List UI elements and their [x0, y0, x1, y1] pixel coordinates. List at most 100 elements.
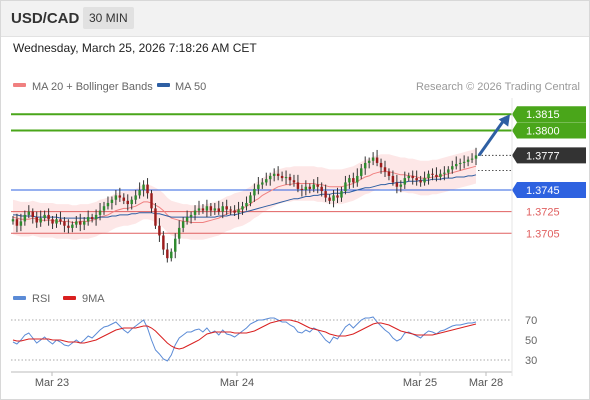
x-tick-label: Mar 25	[403, 377, 437, 389]
candle	[320, 182, 323, 197]
candle-body	[35, 217, 38, 223]
ma20-line	[12, 165, 477, 223]
candle	[470, 153, 474, 163]
candle-body	[257, 184, 260, 189]
candle	[51, 215, 54, 229]
candle-body	[43, 214, 46, 219]
candle	[344, 175, 347, 195]
candle	[415, 170, 418, 186]
candle	[225, 199, 228, 215]
candle-body	[162, 235, 165, 250]
candle	[348, 174, 351, 189]
candle-body	[375, 157, 379, 163]
candle	[181, 217, 185, 233]
candle	[185, 210, 189, 225]
x-axis: Mar 23 Mar 24 Mar 25 Mar 28	[11, 98, 513, 389]
candle	[312, 179, 315, 193]
candle	[253, 183, 256, 202]
candle-body	[344, 182, 347, 192]
candle-body	[383, 167, 387, 172]
candle	[288, 173, 292, 186]
candle	[336, 187, 339, 203]
candle-body	[462, 161, 466, 163]
candle-body	[407, 175, 410, 179]
candle	[395, 174, 399, 194]
candle	[142, 180, 145, 197]
candle-body	[189, 214, 193, 218]
candle	[43, 210, 46, 222]
candle-body	[114, 195, 118, 200]
candle-body	[217, 208, 221, 212]
candle	[229, 206, 232, 215]
candle	[23, 210, 27, 226]
legend-label-rsi: RSI	[32, 293, 50, 305]
rsi-tick-50: 50	[525, 335, 537, 347]
candle-body	[75, 221, 78, 225]
candle-body	[308, 186, 312, 189]
candle	[363, 156, 367, 175]
candle	[102, 201, 106, 215]
candle	[241, 201, 244, 215]
candle-body	[201, 208, 205, 211]
candle	[423, 171, 426, 186]
candle	[292, 174, 296, 187]
candle	[383, 160, 387, 178]
x-tick-label: Mar 28	[469, 377, 503, 389]
candle-body	[150, 193, 153, 209]
candle-body	[39, 218, 42, 223]
candle-body	[447, 169, 450, 173]
candle	[217, 200, 221, 215]
candle-body	[122, 197, 126, 201]
forecast-arrow-head	[498, 114, 510, 127]
legend-label-ma50: MA 50	[175, 81, 206, 93]
candle	[304, 180, 308, 196]
candle-body	[312, 184, 315, 189]
candle-body	[300, 188, 304, 190]
candle	[245, 196, 248, 211]
candle-body	[324, 191, 327, 198]
candle	[332, 190, 335, 208]
candle-body	[110, 199, 114, 203]
candle-body	[371, 157, 375, 161]
candle	[55, 213, 58, 228]
candle-body	[340, 191, 343, 198]
price-plot: 1.3815 1.3800 1.3777 1.3745 1.3725 1.3705	[11, 106, 586, 263]
candle-body	[98, 210, 102, 215]
candle-body	[130, 199, 133, 205]
candle-body	[458, 162, 462, 165]
candle-body	[166, 249, 169, 259]
candle	[201, 204, 205, 214]
candle-body	[177, 227, 181, 239]
candle-body	[209, 206, 213, 211]
candle	[427, 170, 430, 185]
candle-body	[158, 225, 161, 236]
candle	[352, 172, 355, 188]
candle	[134, 190, 137, 205]
candle	[276, 166, 280, 181]
candle	[407, 172, 410, 182]
rsi-plot: 70 50 30	[11, 315, 537, 367]
legend-swatch-ma50	[157, 83, 170, 87]
level-badge-1-3777	[512, 147, 586, 164]
candle	[458, 158, 462, 171]
candle-body	[328, 197, 331, 201]
candle	[197, 200, 201, 215]
candle-body	[181, 221, 185, 228]
candle-body	[90, 217, 94, 220]
candle-body	[415, 178, 418, 181]
candle-body	[296, 182, 300, 189]
candle	[86, 210, 90, 226]
candle	[265, 172, 268, 186]
bollinger-band	[13, 148, 476, 240]
candle	[360, 164, 363, 180]
timeframe-badge[interactable]: 30 MIN	[83, 7, 134, 29]
candle-body	[455, 164, 458, 167]
level-label-1-3705: 1.3705	[526, 228, 560, 240]
candle-body	[320, 186, 323, 192]
candle-body	[253, 188, 256, 196]
candle-body	[268, 175, 272, 180]
candle	[371, 152, 375, 166]
candle	[205, 199, 209, 218]
legend-swatch-9ma	[63, 296, 76, 300]
